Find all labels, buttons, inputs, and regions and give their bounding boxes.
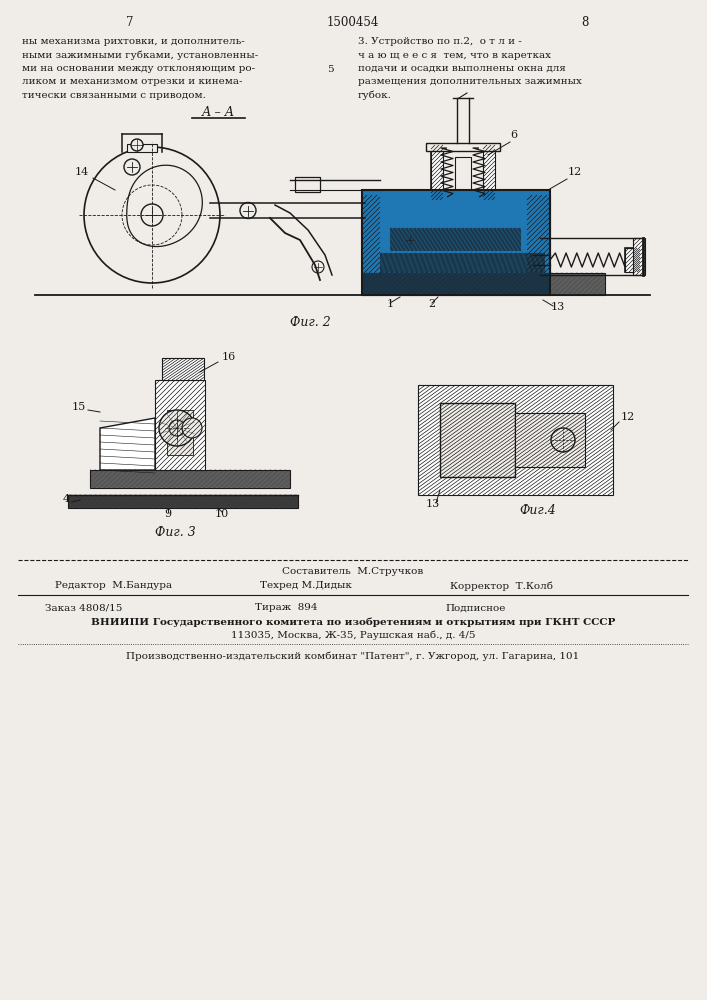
Bar [390,228,521,251]
Text: 4: 4 [63,494,70,504]
Text: 1500454: 1500454 [327,15,379,28]
Text: 13: 13 [426,499,440,509]
Circle shape [159,410,195,446]
Circle shape [406,236,414,244]
Text: 10: 10 [215,509,229,519]
Text: Техред М.Дидык: Техред М.Дидык [260,582,352,590]
Bar [295,177,320,192]
Text: Фиг. 3: Фиг. 3 [155,526,195,538]
Bar [426,143,500,151]
Bar [625,248,640,272]
Text: 2: 2 [428,299,436,309]
Text: Производственно-издательский комбинат "Патент", г. Ужгород, ул. Гагарина, 101: Производственно-издательский комбинат "П… [127,651,580,661]
Circle shape [240,202,256,219]
Bar [68,495,298,508]
Polygon shape [100,418,155,470]
Bar [362,195,380,273]
Bar [380,253,545,273]
Text: Заказ 4808/15: Заказ 4808/15 [45,603,122,612]
Text: 5: 5 [327,66,333,75]
Text: 13: 13 [551,302,565,312]
Text: А – А: А – А [201,106,235,119]
Bar [440,403,515,477]
Bar [380,200,529,253]
Text: ны механизма рихтовки, и дополнитель-: ны механизма рихтовки, и дополнитель- [22,37,245,46]
Bar [398,234,458,246]
Bar [418,385,613,495]
Bar [633,238,645,275]
Bar [431,145,443,200]
Bar [483,145,495,200]
Text: Фиг. 2: Фиг. 2 [290,316,330,328]
Text: Составитель  М.Стручков: Составитель М.Стручков [282,568,423,576]
Bar [455,157,471,197]
Text: ликом и механизмом отрезки и кинема-: ликом и механизмом отрезки и кинема- [22,78,243,87]
Bar [167,410,193,455]
Circle shape [551,428,575,452]
Bar [155,380,205,470]
Text: подачи и осадки выполнены окна для: подачи и осадки выполнены окна для [358,64,566,73]
Text: губок.: губок. [358,91,392,101]
Text: Корректор  Т.Колб: Корректор Т.Колб [450,581,553,591]
Bar [431,145,495,200]
Circle shape [169,420,185,436]
Text: 16: 16 [222,352,236,362]
Bar [90,470,290,488]
Text: 7: 7 [127,15,134,28]
Text: ными зажимными губками, установленны-: ными зажимными губками, установленны- [22,50,258,60]
Text: Редактор  М.Бандура: Редактор М.Бандура [55,582,172,590]
Text: 12: 12 [621,412,636,422]
Text: размещения дополнительных зажимных: размещения дополнительных зажимных [358,78,582,87]
Text: 9: 9 [165,509,172,519]
Bar [127,144,157,152]
Text: ч а ю щ е е с я  тем, что в каретках: ч а ю щ е е с я тем, что в каретках [358,50,551,60]
Circle shape [124,159,140,175]
Circle shape [312,261,324,273]
Bar [362,273,605,295]
Text: 3. Устройство по п.2,  о т л и -: 3. Устройство по п.2, о т л и - [358,37,522,46]
Text: ми на основании между отклоняющим ро-: ми на основании между отклоняющим ро- [22,64,255,73]
Bar [527,195,550,273]
Text: 113035, Москва, Ж-35, Раушская наб., д. 4/5: 113035, Москва, Ж-35, Раушская наб., д. … [230,630,475,640]
Circle shape [141,204,163,226]
Text: 8: 8 [581,15,589,28]
Text: тически связанными с приводом.: тически связанными с приводом. [22,91,206,100]
Text: 12: 12 [568,167,583,177]
Bar [515,413,585,467]
Text: Подписное: Подписное [445,603,506,612]
Text: 1: 1 [387,299,394,309]
Text: ВНИИПИ Государственного комитета по изобретениям и открытиям при ГКНТ СССР: ВНИИПИ Государственного комитета по изоб… [90,617,615,627]
Circle shape [182,418,202,438]
Text: Тираж  894: Тираж 894 [255,603,317,612]
Text: 15: 15 [71,402,86,412]
Bar [362,190,550,295]
Bar [362,190,550,295]
Bar [625,248,640,272]
Text: Фиг.4: Фиг.4 [520,504,556,516]
Text: 14: 14 [75,167,89,177]
Circle shape [131,139,143,151]
Text: 6: 6 [510,130,517,140]
Bar [162,358,204,380]
